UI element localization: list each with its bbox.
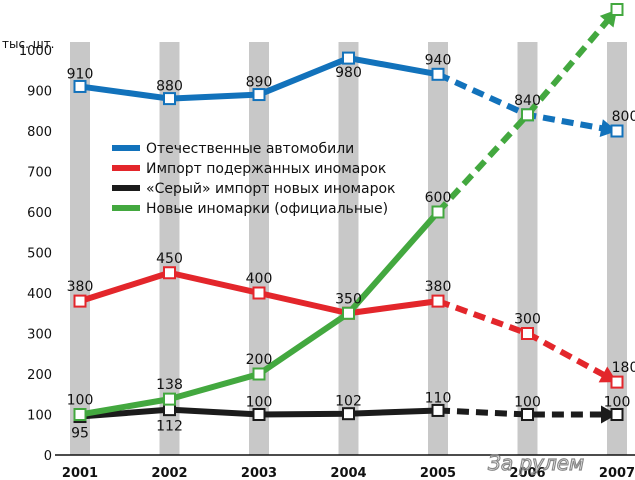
legend-label-0: Отечественные автомобили [146,141,354,157]
y-tick-100: 100 [27,409,52,424]
series-0-arrowhead [599,119,617,138]
series-0-label-2002: 880 [156,79,183,95]
series-2-point-2003 [252,408,266,421]
grid-bands [70,42,627,455]
y-tick-800: 800 [27,125,52,140]
series-2-point-2004 [342,407,355,421]
series-2-point-2006 [521,408,534,421]
grid-band-2003 [249,42,269,455]
series-1-point-2001 [73,294,87,308]
series-group [73,3,624,424]
grid-band-2004 [338,42,359,455]
x-tick-2006: 2006 [509,466,545,480]
legend-label-1: Импорт подержанных иномарок [146,161,386,177]
y-tick-0: 0 [44,449,52,464]
series-2-line-dashed [437,407,617,418]
series-1-point-2007 [610,375,624,389]
x-tick-2005: 2005 [420,466,456,480]
grid-band-2007 [607,42,627,455]
series-1-label-2005: 380 [425,279,452,295]
y-tick-900: 900 [27,85,52,100]
series-3-label-2005: 600 [425,190,452,206]
x-tick-2001: 2001 [62,466,98,480]
y-tick-1000: 1000 [19,44,52,59]
series-0-point-2002 [163,92,176,106]
watermark: За рулем [488,451,584,475]
y-tick-300: 300 [27,328,52,343]
grid-band-2005 [428,42,448,455]
series-0-label-2006: 840 [514,93,541,109]
series-1-label-2004: 350 [335,291,362,307]
series-0-label-2004: 980 [335,65,362,81]
series-0-point-2005 [431,67,445,81]
series-3-point-2001 [73,408,87,421]
grid-band-2002 [159,42,180,455]
series-1-point-2005 [431,294,445,308]
series-2-point-2007 [610,408,624,421]
y-unit-label: тыс. шт. [2,37,54,51]
y-tick-600: 600 [27,206,52,221]
series-2-label-2006: 100 [514,395,541,411]
series-2-label-2004: 102 [335,394,362,410]
x-tick-2002: 2002 [151,466,187,480]
series-1-label-2007: 180 [612,360,635,376]
series-0-label-2001: 910 [67,66,94,82]
series-1-label-2001: 380 [67,279,94,295]
series-1-label-2003: 400 [246,271,273,287]
series-3-point-2004 [342,306,355,320]
series-2-label-2003: 100 [246,395,273,411]
series-0-point-2003 [252,88,266,102]
series-2-arrowhead [601,405,617,424]
legend: Отечественные автомобили Импорт подержанн… [112,141,396,217]
y-tick-700: 700 [27,166,52,181]
y-tick-400: 400 [27,287,52,302]
series-0-point-2001 [73,79,87,93]
grid-band-2006 [517,42,538,455]
series-2-label-2005: 110 [425,390,452,406]
grid-band-2001 [70,42,90,455]
y-tick-200: 200 [27,368,52,383]
series-3-label-2007: 1100 [599,0,635,4]
series-3-point-2006 [521,108,534,122]
series-3-point-2005 [431,205,445,219]
series-3-label-2003: 200 [246,352,273,368]
series-1-label-2006: 300 [514,312,541,328]
x-tick-2003: 2003 [241,466,277,480]
series-1-point-2002 [163,266,176,280]
series-2-point-2005 [431,403,445,417]
legend-label-3: Новые иномарки (официальные) [146,201,388,217]
data-labels: 95 112 100 102 110 100 100 380 450 400 350 380 300 18… [67,0,635,442]
series-3-point-2003 [252,367,266,381]
x-tick-2004: 2004 [330,466,366,480]
y-tick-500: 500 [27,247,52,262]
series-0-label-2003: 890 [246,75,273,91]
series-2-label-2007: 100 [604,395,631,411]
series-3-point-2007 [610,3,624,16]
series-3-point-2002 [163,392,176,406]
series-0-point-2004 [342,51,355,65]
series-0-point-2007 [610,124,624,138]
series-1-point-2003 [252,286,266,300]
series-0-label-2007: 800 [612,109,635,125]
series-3-label-2002: 138 [156,377,183,393]
legend-label-2: «Серый» импорт новых иномарок [146,181,396,197]
series-1-label-2002: 450 [156,251,183,267]
series-2-label-2002: 112 [156,419,183,435]
series-1-point-2006 [521,327,534,340]
series-3-label-2001: 100 [67,393,94,409]
x-tick-2007: 2007 [599,466,635,480]
series-0-label-2005: 940 [425,52,452,68]
series-3-line-dashed [435,7,620,215]
series-2-label-2001: 95 [71,426,89,442]
series-2-point-2002 [163,403,176,417]
